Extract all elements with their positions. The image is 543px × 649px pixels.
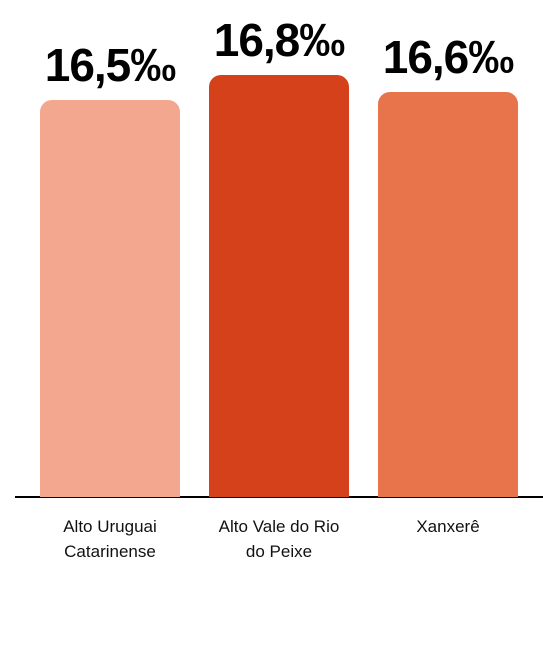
bar — [209, 75, 349, 497]
bar — [378, 91, 518, 497]
x-tick-label: Alto Vale do Rio do Peixe — [218, 517, 340, 561]
bar — [40, 99, 180, 497]
value-label: 16,5‰ — [44, 38, 177, 91]
value-label: 16,6‰ — [382, 30, 515, 83]
x-tick-label: Xanxerê — [416, 517, 480, 536]
baseline — [15, 496, 543, 498]
value-label: 16,8‰ — [213, 14, 346, 66]
x-tick-label: Alto Uruguai Catarinense — [63, 517, 157, 561]
